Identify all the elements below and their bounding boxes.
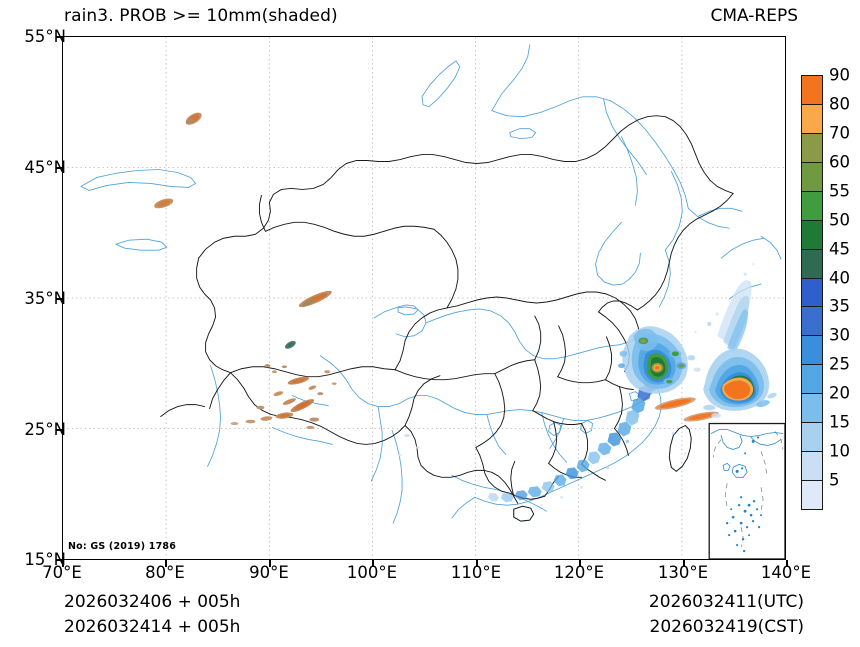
colorbar-cell-5	[801, 480, 823, 510]
colorbar-label-50: 50	[829, 210, 850, 230]
colorbar-label-45: 45	[829, 239, 850, 259]
x-axis-label-100e: 100°E	[346, 563, 398, 582]
x-tick-80	[165, 560, 167, 567]
map-boundaries	[160, 115, 734, 522]
map-rivers	[80, 44, 782, 524]
footer-valid-utc: 2026032411(UTC)	[648, 592, 804, 612]
x-tick-130	[683, 560, 685, 567]
x-tick-140	[786, 560, 788, 567]
footer-init-cst: 2026032414 + 005h	[64, 617, 241, 637]
colorbar-label-80: 80	[829, 94, 850, 114]
x-axis-label-140e: 140°E	[760, 563, 812, 582]
colorbar-label-5: 5	[829, 470, 840, 490]
precip-feature-delta-streaks	[654, 397, 719, 422]
x-tick-100	[372, 560, 374, 567]
x-axis-label-120e: 120°E	[553, 563, 605, 582]
x-tick-90	[269, 560, 271, 567]
page-title: rain3. PROB >= 10mm(shaded)	[64, 6, 338, 26]
colorbar-label-35: 35	[829, 296, 850, 316]
map-gridlines	[63, 37, 785, 559]
colorbar-cell-30	[801, 335, 823, 366]
precip-feature-qinghai	[298, 290, 332, 308]
y-tick-25	[56, 429, 63, 431]
x-axis-label-110e: 110°E	[450, 563, 502, 582]
x-axis-label-80e: 80°E	[145, 563, 185, 582]
precip-feature-tianshan	[154, 198, 174, 209]
precip-feature-east-china-sea-core	[618, 326, 701, 394]
colorbar-cell-50	[801, 219, 823, 250]
y-axis-label-25n: 25°N	[24, 420, 66, 439]
precip-feature-tibet-central	[284, 340, 296, 349]
colorbar-label-90: 90	[829, 65, 850, 85]
y-tick-55	[56, 36, 63, 38]
y-tick-15	[56, 559, 63, 561]
x-axis-label-90e: 90°E	[249, 563, 289, 582]
colorbar-label-30: 30	[829, 325, 850, 345]
y-axis-label-35n: 35°N	[24, 289, 66, 308]
map-attribution: No: GS (2019) 1786	[68, 541, 177, 552]
colorbar-label-20: 20	[829, 383, 850, 403]
precip-feature-north-xinjiang	[185, 112, 202, 125]
colorbar-cell-10	[801, 451, 823, 482]
y-axis-label-15n: 15°N	[24, 550, 66, 569]
colorbar-label-40: 40	[829, 268, 850, 288]
colorbar-cell-45	[801, 248, 823, 279]
precip-shading	[154, 112, 777, 507]
x-axis-label-130e: 130°E	[657, 563, 709, 582]
y-axis-label-45n: 45°N	[24, 158, 66, 177]
colorbar-label-15: 15	[829, 412, 850, 432]
colorbar-label-70: 70	[829, 123, 850, 143]
colorbar-cell-20	[801, 393, 823, 424]
y-axis-label-55n: 55°N	[24, 27, 66, 46]
colorbar-label-25: 25	[829, 354, 850, 374]
model-label: CMA-REPS	[710, 6, 798, 26]
precip-feature-southwest-faint	[398, 433, 421, 457]
x-tick-70	[62, 560, 64, 567]
colorbar-label-10: 10	[829, 441, 850, 461]
map-plot-area	[62, 36, 786, 560]
colorbar-label-55: 55	[829, 181, 850, 201]
colorbar: 90 80 70 60 55 50 45 40 35 30 25 20 15 10 5	[801, 66, 850, 510]
colorbar-cell-35	[801, 306, 823, 337]
colorbar-cell-80	[801, 103, 823, 134]
colorbar-cell-40	[801, 277, 823, 308]
colorbar-cell-55	[801, 190, 823, 221]
x-tick-120	[579, 560, 581, 567]
footer-init-utc: 2026032406 + 005h	[64, 592, 241, 612]
colorbar-label-60: 60	[829, 152, 850, 172]
precip-feature-tibet-cluster	[230, 364, 337, 430]
precip-feature-scatter-ne	[693, 262, 755, 334]
precip-feature-pacific-core	[703, 280, 777, 418]
colorbar-cell-25	[801, 364, 823, 395]
map-canvas	[63, 37, 785, 559]
colorbar-cell-60	[801, 161, 823, 192]
y-tick-35	[56, 298, 63, 300]
colorbar-cell-90	[801, 75, 823, 105]
map-inset	[708, 422, 785, 559]
colorbar-cell-15	[801, 422, 823, 453]
x-tick-110	[476, 560, 478, 567]
x-axis-label-70e: 70°E	[42, 563, 82, 582]
footer-valid-cst: 2026032419(CST)	[649, 617, 804, 637]
y-tick-45	[56, 167, 63, 169]
colorbar-cell-70	[801, 132, 823, 163]
